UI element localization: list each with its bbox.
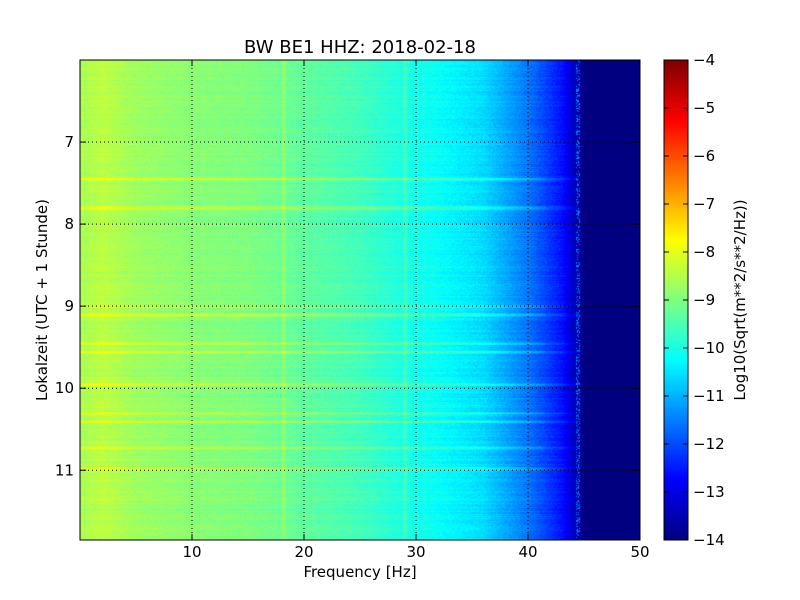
spectrogram-heatmap — [80, 60, 640, 540]
colorbar-ticks: −4 −5 −6 −7 −8 −9 −10 −11 −12 −13 −14 — [664, 51, 725, 549]
chart-title: BW BE1 HHZ: 2018-02-18 — [244, 37, 476, 58]
colorbar-tick-label: −5 — [693, 99, 715, 117]
y-axis-ticks: 7 8 9 10 11 — [55, 133, 640, 479]
plot-frame — [79, 59, 641, 541]
x-tick-label: 40 — [518, 543, 537, 561]
x-tick-label: 30 — [406, 543, 425, 561]
colorbar-tick-label: −14 — [693, 531, 725, 549]
colorbar-tick-label: −8 — [693, 243, 715, 261]
colorbar-tick-label: −9 — [693, 291, 715, 309]
y-tick-label: 8 — [64, 215, 74, 233]
x-tick-label: 20 — [294, 543, 313, 561]
x-axis-label: Frequency [Hz] — [303, 563, 416, 581]
y-tick-label: 7 — [64, 133, 74, 151]
x-tick-label: 50 — [630, 543, 649, 561]
x-tick-label: 10 — [182, 543, 201, 561]
y-axis-label: Lokalzeit (UTC + 1 Stunde) — [33, 199, 51, 401]
colorbar-tick-label: −12 — [693, 435, 725, 453]
grid-lines — [80, 60, 640, 540]
colorbar-tick-label: −6 — [693, 147, 715, 165]
colorbar-tick-label: −4 — [693, 51, 715, 69]
colorbar-tick-label: −11 — [693, 387, 725, 405]
colorbar-tick-label: −10 — [693, 339, 725, 357]
x-axis-ticks: 10 20 30 40 50 — [182, 60, 650, 561]
y-tick-label: 9 — [64, 297, 74, 315]
colorbar-tick-label: −7 — [693, 195, 715, 213]
y-tick-label: 11 — [55, 461, 74, 479]
colorbar-label: Log10(Sqrt(m**2/s**2/Hz)) — [731, 199, 749, 400]
colorbar: −4 −5 −6 −7 −8 −9 −10 −11 −12 −13 −14 — [663, 51, 725, 549]
y-tick-label: 10 — [55, 379, 74, 397]
spectrogram-plot-area: 10 20 30 40 50 7 8 9 10 11 — [55, 59, 650, 561]
colorbar-tick-label: −13 — [693, 483, 725, 501]
